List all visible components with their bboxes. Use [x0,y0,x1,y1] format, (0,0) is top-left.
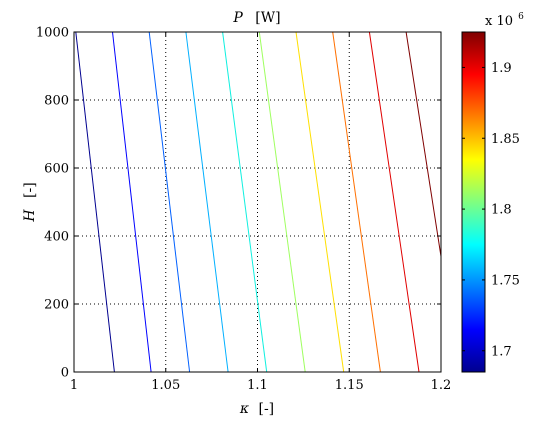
y-tick-label: 600 [44,162,69,177]
contour-line-10 [405,31,442,257]
y-axis-title-unit: [-] [22,182,38,198]
colorbar-exponent-label: x 10 6 [485,12,524,29]
y-axis-title: H [-] [22,182,38,222]
colorbar-exponent-power: 6 [518,12,524,22]
colorbar-exponent-base: x 10 [485,14,513,29]
colorbar-tick-label: 1.85 [491,132,520,147]
contour-line-7 [295,31,345,373]
chart-title-symbol: P [232,10,243,26]
colorbar-tick-label: 1.8 [491,203,512,218]
y-tick-label: 0 [61,366,69,381]
x-tick-label: 1 [70,378,78,393]
y-axis: 0 200 400 600 800 1000 [36,26,441,381]
colorbar-tick-label: 1.7 [491,344,512,359]
contour-line-8 [332,31,381,373]
x-tick-label: 1.05 [151,378,180,393]
x-axis-title: κ [-] [239,401,274,417]
colorbar-tick-label: 1.9 [491,61,512,76]
contour-line-9 [368,31,420,373]
chart-title: P [W] [232,10,280,26]
colorbar-axis: 1.7 1.75 1.8 1.85 1.9 [462,61,520,359]
y-tick-label: 400 [44,230,69,245]
y-axis-title-symbol: H [22,209,38,223]
contour-lines [75,31,442,373]
x-tick-label: 1.1 [247,378,268,393]
x-tick-label: 1.2 [431,378,452,393]
colorbar [461,31,486,373]
colorbar-tick-label: 1.75 [491,273,520,288]
chart-title-unit: [W] [255,10,280,26]
contour-line-4 [185,31,229,373]
contour-line-5 [222,31,268,373]
y-tick-label: 800 [44,94,69,109]
contour-line-1 [75,31,115,373]
x-tick-label: 1.15 [335,378,364,393]
y-tick-label: 1000 [36,26,69,41]
contour-line-6 [258,31,306,373]
y-tick-label: 200 [44,298,69,313]
x-axis: 1 1.05 1.1 1.15 1.2 [70,32,451,393]
contour-line-3 [148,31,191,373]
x-axis-title-symbol: κ [239,401,249,417]
grid-lines [74,32,441,372]
x-axis-title-unit: [-] [258,401,274,417]
contour-line-2 [112,31,152,373]
